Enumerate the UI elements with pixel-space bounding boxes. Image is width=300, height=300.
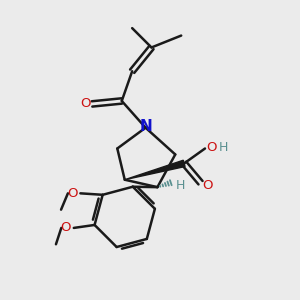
Text: O: O [60,221,71,234]
Text: O: O [67,187,77,200]
Text: O: O [202,178,212,192]
Text: O: O [80,98,91,110]
Polygon shape [125,160,185,180]
Text: N: N [139,119,152,134]
Text: O: O [206,140,217,154]
Text: H: H [176,179,185,192]
Text: H: H [219,140,228,154]
